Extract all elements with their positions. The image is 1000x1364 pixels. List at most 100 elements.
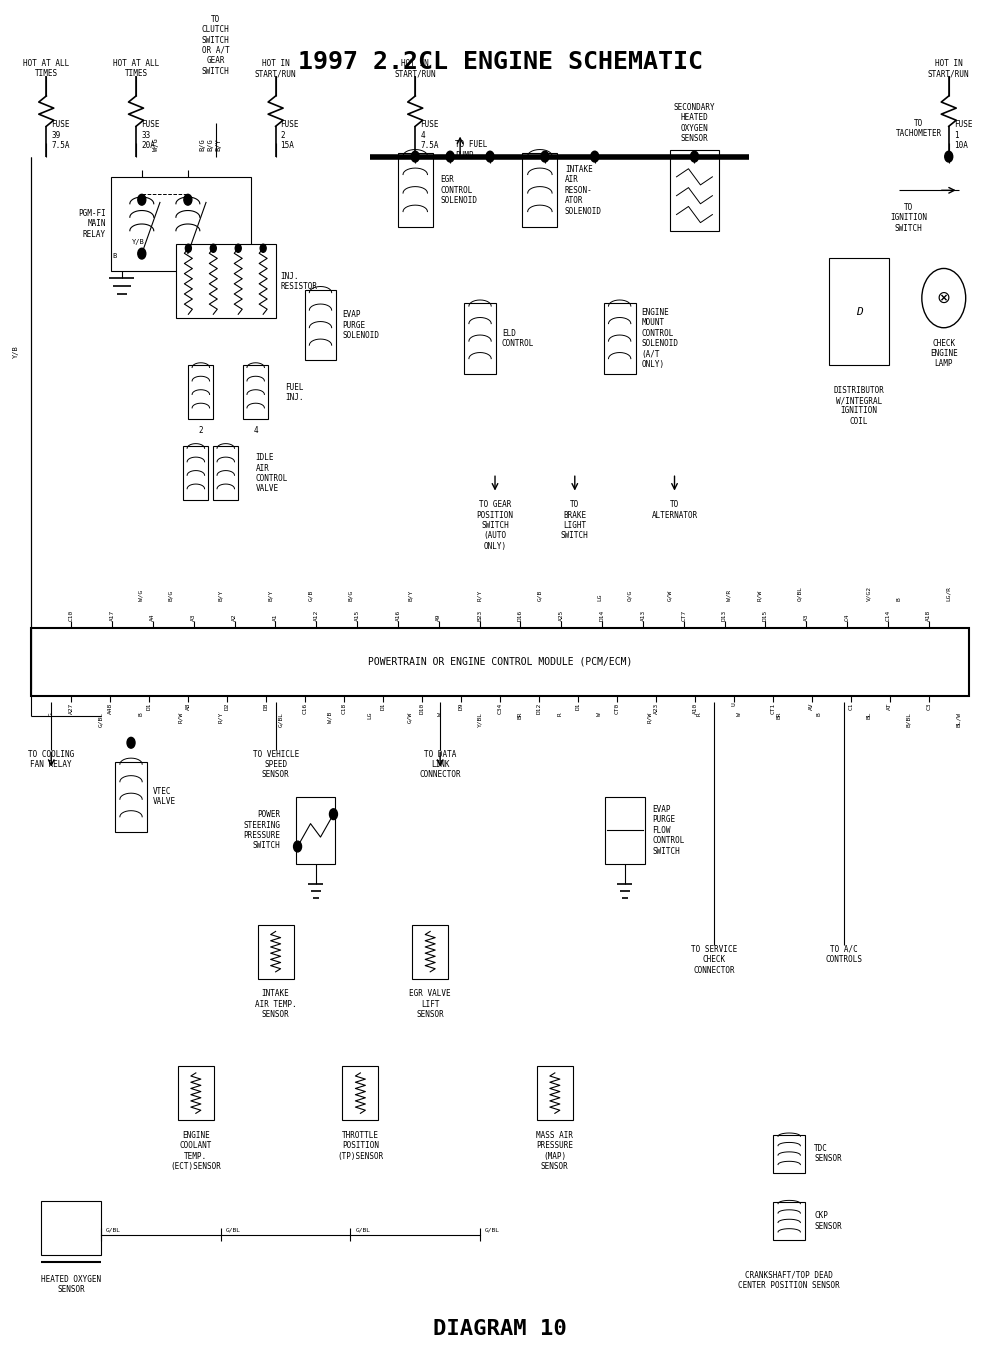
Text: R/Y: R/Y (478, 591, 483, 602)
Text: W/B: W/B (328, 712, 333, 723)
Text: TO GEAR
POSITION
SWITCH
(AUTO
ONLY): TO GEAR POSITION SWITCH (AUTO ONLY) (477, 501, 514, 551)
Text: R/Y: R/Y (218, 712, 223, 723)
Bar (258, 925, 294, 978)
Bar (111, 177, 251, 271)
Text: TDC
SENSOR: TDC SENSOR (814, 1144, 842, 1163)
Circle shape (945, 151, 953, 162)
Circle shape (541, 151, 549, 162)
Text: B/G: B/G (168, 591, 173, 602)
Text: D13: D13 (722, 610, 727, 622)
Text: G/BL: G/BL (226, 1228, 241, 1233)
Bar (296, 797, 335, 863)
Text: CT1: CT1 (770, 702, 775, 713)
Text: B/Y: B/Y (218, 591, 223, 602)
Text: TO VEHICLE
SPEED
SENSOR: TO VEHICLE SPEED SENSOR (253, 749, 299, 779)
Text: D16: D16 (518, 610, 523, 622)
Text: TO DATA
LINK
CONNECTOR: TO DATA LINK CONNECTOR (419, 749, 461, 779)
Circle shape (294, 842, 302, 852)
Circle shape (329, 809, 337, 820)
Text: G: G (49, 712, 54, 716)
Text: D2: D2 (225, 702, 230, 709)
Text: G/B: G/B (308, 591, 313, 602)
Bar (773, 1202, 805, 1240)
Text: INJ.
RESISTOR: INJ. RESISTOR (281, 271, 318, 291)
Circle shape (690, 151, 698, 162)
Text: B/G: B/G (207, 138, 213, 151)
Text: B/BL: B/BL (906, 712, 911, 727)
Text: A3: A3 (191, 614, 196, 622)
Text: O/G: O/G (627, 591, 632, 602)
Bar (342, 1067, 378, 1120)
Text: D14: D14 (600, 610, 605, 622)
Text: ELD
CONTROL: ELD CONTROL (502, 329, 534, 348)
Text: G/BL: G/BL (106, 1228, 121, 1233)
Text: G/BL: G/BL (99, 712, 104, 727)
Text: LG/R: LG/R (946, 587, 951, 602)
Text: C1: C1 (848, 702, 853, 709)
Text: A16: A16 (395, 610, 400, 622)
Text: D9: D9 (459, 702, 464, 709)
Text: W: W (597, 712, 602, 716)
Text: B/Y: B/Y (216, 138, 222, 151)
Text: Y/B: Y/B (132, 239, 145, 246)
Text: TO
CLUTCH
SWITCH
OR A/T
GEAR
SWITCH: TO CLUTCH SWITCH OR A/T GEAR SWITCH (202, 15, 230, 76)
Text: D8: D8 (264, 702, 269, 709)
Circle shape (446, 151, 454, 162)
Text: HOT IN
START/RUN: HOT IN START/RUN (928, 59, 970, 79)
Text: A3: A3 (804, 614, 809, 622)
Text: CRANKSHAFT/TOP DEAD
CENTER POSITION SENSOR: CRANKSHAFT/TOP DEAD CENTER POSITION SENS… (738, 1271, 840, 1290)
Text: LG: LG (597, 593, 602, 602)
Text: B/Y: B/Y (408, 591, 413, 602)
Text: ENGINE
COOLANT
TEMP.
(ECT)SENSOR: ENGINE COOLANT TEMP. (ECT)SENSOR (170, 1131, 221, 1172)
Text: W: W (438, 712, 443, 716)
Circle shape (184, 248, 192, 259)
Text: R/W: R/W (647, 712, 652, 723)
Text: HEATED OXYGEN
SENSOR: HEATED OXYGEN SENSOR (41, 1275, 101, 1294)
Circle shape (138, 248, 146, 259)
Text: EGR
CONTROL
SOLENOID: EGR CONTROL SOLENOID (440, 176, 477, 205)
Text: B: B (817, 712, 822, 716)
Text: C3: C3 (926, 702, 931, 709)
Text: EVAP
PURGE
FLOW
CONTROL
SWITCH: EVAP PURGE FLOW CONTROL SWITCH (653, 805, 685, 855)
Text: B: B (113, 252, 117, 259)
Text: POWER
STEERING
PRESSURE
SWITCH: POWER STEERING PRESSURE SWITCH (244, 810, 281, 851)
Bar (829, 258, 889, 366)
Bar (305, 291, 336, 360)
Text: A23: A23 (653, 702, 658, 713)
Text: VTEC
VALVE: VTEC VALVE (153, 787, 176, 806)
Text: B: B (138, 712, 144, 716)
Text: D: D (856, 307, 862, 316)
Text: Y/BL: Y/BL (478, 712, 483, 727)
Text: EGR VALVE
LIFT
SENSOR: EGR VALVE LIFT SENSOR (409, 989, 451, 1019)
Text: FUSE
33
20A: FUSE 33 20A (141, 120, 160, 150)
Text: B/G: B/G (199, 138, 205, 151)
Text: PGM-FI
MAIN
RELAY: PGM-FI MAIN RELAY (78, 209, 106, 239)
Text: G/BL: G/BL (355, 1228, 370, 1233)
Circle shape (411, 151, 419, 162)
Bar (412, 925, 448, 978)
Text: POWERTRAIN OR ENGINE CONTROL MODULE (PCM/ECM): POWERTRAIN OR ENGINE CONTROL MODULE (PCM… (368, 657, 632, 667)
Text: D1: D1 (381, 702, 386, 709)
Text: BL/W: BL/W (956, 712, 961, 727)
Text: SECONDARY
HEATED
OXYGEN
SENSOR: SECONDARY HEATED OXYGEN SENSOR (674, 102, 715, 143)
Text: R: R (697, 712, 702, 716)
Bar (464, 303, 496, 374)
Text: A4: A4 (150, 614, 155, 622)
Text: 4: 4 (253, 426, 258, 435)
Text: TO FUEL
PUMP: TO FUEL PUMP (455, 140, 488, 160)
Circle shape (591, 151, 599, 162)
Text: HOT IN
START/RUN: HOT IN START/RUN (255, 59, 296, 79)
Text: A8: A8 (186, 702, 191, 709)
Circle shape (138, 194, 146, 205)
Text: CKP
SENSOR: CKP SENSOR (814, 1211, 842, 1230)
Text: AV: AV (809, 702, 814, 709)
Text: A18: A18 (926, 610, 931, 622)
Text: THROTTLE
POSITION
(TP)SENSOR: THROTTLE POSITION (TP)SENSOR (337, 1131, 384, 1161)
Text: HOT AT ALL
TIMES: HOT AT ALL TIMES (23, 59, 69, 79)
Text: A15: A15 (355, 610, 360, 622)
Text: V/G2: V/G2 (866, 587, 871, 602)
Text: TO
IGNITION
SWITCH: TO IGNITION SWITCH (890, 203, 927, 233)
Text: 1997 2.2CL ENGINE SCHEMATIC: 1997 2.2CL ENGINE SCHEMATIC (298, 50, 702, 74)
Text: A1: A1 (273, 614, 278, 622)
Text: C16: C16 (303, 702, 308, 713)
